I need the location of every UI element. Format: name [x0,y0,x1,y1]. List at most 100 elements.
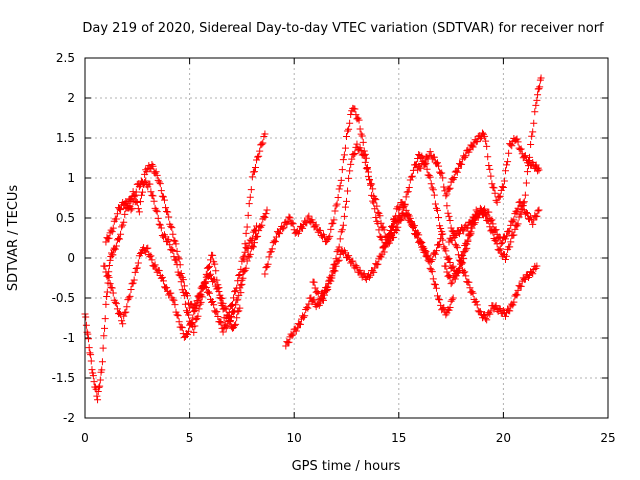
data-point [166,241,174,249]
data-point [483,316,491,324]
series-trace-3 [102,177,261,336]
data-point [239,274,247,282]
data-point [173,311,181,319]
data-point [193,297,201,305]
data-point [498,183,506,191]
data-point [331,207,339,215]
data-point [529,220,537,228]
data-point [128,280,136,288]
data-point [196,300,204,308]
data-point [340,212,348,220]
y-axis-label: SDTVAR / TECUs [6,185,21,292]
data-point [195,305,203,313]
data-point [504,158,512,166]
data-point [262,210,270,218]
y-tick-label: 2.5 [56,51,75,65]
data-point [501,312,509,320]
data-point [496,245,504,253]
data-point [393,227,401,235]
data-point [421,248,429,256]
data-point [237,281,245,289]
data-point [96,382,104,390]
data-point [449,294,457,302]
data-point [362,164,370,172]
data-point [264,260,272,268]
data-point [271,238,279,246]
data-point [487,307,495,315]
data-point [404,188,412,196]
data-point [180,282,188,290]
data-point [464,236,472,244]
data-point [434,159,442,167]
data-point [506,243,514,251]
data-point [101,324,109,332]
data-point [250,168,258,176]
data-point [476,135,484,143]
data-point [170,296,178,304]
data-point [188,318,196,326]
data-point [209,297,217,305]
data-point [440,304,448,312]
data-point [505,149,513,157]
data-point [417,164,425,172]
data-point [529,270,537,278]
data-point [439,236,447,244]
data-point [360,152,368,160]
data-point [432,247,440,255]
data-point [523,168,531,176]
data-point [142,177,150,185]
data-point [125,294,133,302]
data-point [495,193,503,201]
data-point [476,308,484,316]
data-point [512,290,520,298]
y-tick-label: 1 [67,171,75,185]
data-point [420,160,428,168]
data-point [472,297,480,305]
data-point [127,206,135,214]
data-point [427,180,435,188]
data-point [461,153,469,161]
data-point [500,177,508,185]
data-point [514,286,522,294]
data-point [180,333,188,341]
data-point [436,240,444,248]
data-point [254,153,262,161]
data-point [173,261,181,269]
data-point [497,240,505,248]
data-point [455,264,463,272]
data-point [182,307,190,315]
data-point [259,139,267,147]
data-point [488,180,496,188]
data-point [438,169,446,177]
data-point [158,192,166,200]
data-point [360,270,368,278]
data-point [343,133,350,141]
data-point [111,245,119,253]
data-point [534,207,542,215]
data-point [235,291,243,299]
data-point [139,188,147,196]
series-trace-2 [100,206,271,341]
data-point [469,143,477,151]
data-point [323,284,331,292]
data-point [175,271,183,279]
data-point [325,234,333,242]
data-point [310,278,318,286]
data-point [503,161,511,169]
data-point [201,278,209,286]
data-point [462,152,470,160]
data-point [244,211,252,219]
data-point [216,291,224,299]
data-point [535,85,543,93]
data-point [99,344,107,352]
series-trace-5 [282,209,447,350]
data-point [248,234,256,242]
data-point [126,292,134,300]
data-point [304,304,312,312]
data-point [438,228,446,236]
data-point [355,116,363,124]
data-point [461,268,469,276]
data-point [170,236,178,244]
data-point [348,155,356,163]
data-point [462,272,470,280]
